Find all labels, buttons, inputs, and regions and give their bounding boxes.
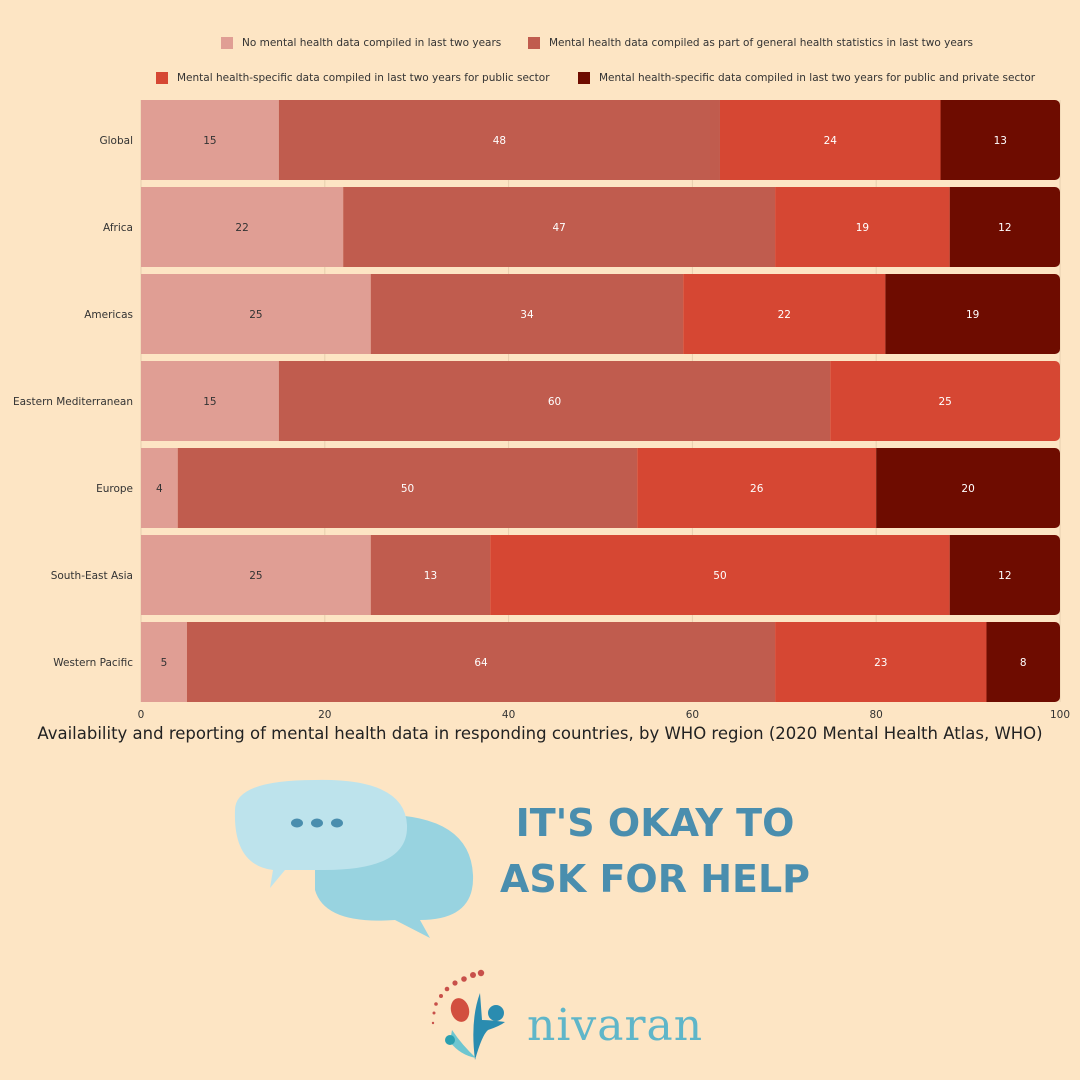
legend-item-2: Mental health-specific data compiled in … bbox=[156, 72, 550, 84]
bar-segment bbox=[141, 187, 344, 267]
bar-segment bbox=[775, 622, 987, 702]
nivaran-logo bbox=[431, 969, 505, 1060]
data-label: 4 bbox=[156, 483, 163, 495]
data-label: 50 bbox=[713, 570, 726, 582]
bar-segment bbox=[719, 100, 941, 180]
data-label: 12 bbox=[998, 570, 1011, 582]
slogan: IT'S OKAY TO ASK FOR HELP bbox=[450, 795, 860, 907]
legend-swatch bbox=[578, 72, 590, 84]
data-label: 20 bbox=[961, 483, 974, 495]
bar-segment bbox=[370, 274, 684, 354]
x-tick-label: 60 bbox=[686, 709, 699, 720]
logo-text: nivaran bbox=[527, 1000, 704, 1051]
data-label: 22 bbox=[778, 309, 791, 321]
x-tick-label: 20 bbox=[318, 709, 331, 720]
data-label: 19 bbox=[856, 222, 869, 234]
legend-label: No mental health data compiled in last t… bbox=[242, 37, 502, 49]
data-label: 26 bbox=[750, 483, 764, 495]
data-label: 25 bbox=[249, 309, 262, 321]
data-label: 15 bbox=[203, 135, 216, 147]
legend-item-1: Mental health data compiled as part of g… bbox=[528, 37, 973, 49]
category-label: Eastern Mediterranean bbox=[13, 396, 133, 408]
chart-title: Availability and reporting of mental hea… bbox=[37, 724, 1043, 743]
bar-segment bbox=[141, 361, 279, 441]
category-label: Africa bbox=[103, 222, 133, 234]
slogan-line-2: ASK FOR HELP bbox=[499, 857, 811, 901]
legend-swatch bbox=[221, 37, 233, 49]
bar-segment bbox=[637, 448, 877, 528]
data-label: 5 bbox=[161, 657, 168, 669]
data-label: 15 bbox=[203, 396, 216, 408]
bar-segment bbox=[186, 622, 776, 702]
data-label: 13 bbox=[424, 570, 437, 582]
bar-segment bbox=[986, 622, 1060, 702]
legend-label: Mental health data compiled as part of g… bbox=[549, 37, 974, 49]
x-tick-label: 80 bbox=[870, 709, 883, 720]
data-label: 48 bbox=[493, 135, 506, 147]
bar-segment bbox=[885, 274, 1060, 354]
bar-segment bbox=[141, 100, 279, 180]
bar-segment bbox=[141, 535, 371, 615]
data-label: 34 bbox=[520, 309, 534, 321]
category-label: Americas bbox=[84, 309, 133, 321]
category-label: Global bbox=[100, 135, 134, 147]
x-tick-label: 100 bbox=[1050, 709, 1070, 720]
data-label: 12 bbox=[998, 222, 1011, 234]
bar-segment bbox=[370, 535, 491, 615]
data-label: 47 bbox=[552, 222, 565, 234]
category-label: South-East Asia bbox=[51, 570, 133, 582]
bar-segment bbox=[278, 100, 720, 180]
data-label: 64 bbox=[474, 657, 488, 669]
bar-segment bbox=[343, 187, 776, 267]
bar-segment bbox=[141, 622, 187, 702]
bar-segment bbox=[278, 361, 831, 441]
legend-label: Mental health-specific data compiled in … bbox=[599, 72, 1036, 84]
legend-item-3: Mental health-specific data compiled in … bbox=[578, 72, 1035, 84]
legend-label: Mental health-specific data compiled in … bbox=[177, 72, 550, 84]
legend-swatch bbox=[156, 72, 168, 84]
bar-segment bbox=[683, 274, 886, 354]
data-label: 23 bbox=[874, 657, 887, 669]
x-tick-label: 40 bbox=[502, 709, 515, 720]
bar-segment bbox=[141, 448, 178, 528]
data-label: 50 bbox=[401, 483, 414, 495]
data-label: 25 bbox=[249, 570, 262, 582]
bar-segment bbox=[940, 100, 1060, 180]
category-label: Western Pacific bbox=[53, 657, 133, 669]
bar-segment bbox=[876, 448, 1060, 528]
data-label: 24 bbox=[824, 135, 838, 147]
data-label: 8 bbox=[1020, 657, 1027, 669]
data-label: 19 bbox=[966, 309, 979, 321]
speech-bubbles-icon bbox=[234, 779, 474, 938]
data-label: 13 bbox=[994, 135, 1007, 147]
legend-swatch bbox=[528, 37, 540, 49]
bar-segment bbox=[949, 535, 1060, 615]
bar-segment bbox=[830, 361, 1060, 441]
bar-segment bbox=[177, 448, 638, 528]
bar-segment bbox=[775, 187, 950, 267]
category-label: Europe bbox=[96, 483, 133, 495]
legend-item-0: No mental health data compiled in last t… bbox=[221, 37, 501, 49]
data-label: 22 bbox=[235, 222, 248, 234]
data-label: 60 bbox=[548, 396, 561, 408]
x-tick-label: 0 bbox=[138, 709, 145, 720]
bar-segment bbox=[490, 535, 950, 615]
data-label: 25 bbox=[938, 396, 951, 408]
slogan-line-1: IT'S OKAY TO bbox=[515, 801, 795, 845]
bar-segment bbox=[949, 187, 1060, 267]
bar-segment bbox=[141, 274, 371, 354]
